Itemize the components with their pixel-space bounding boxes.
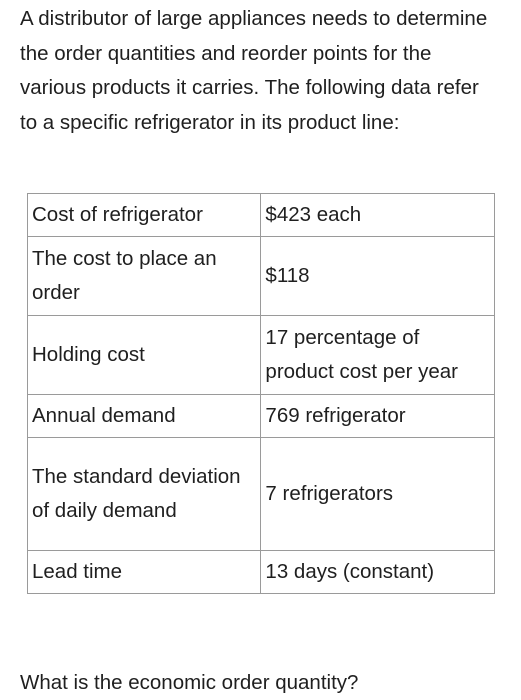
row-label: Holding cost — [26, 315, 262, 395]
table-row: Holding cost 17 percentage of product co… — [26, 315, 495, 395]
row-value: 7 refrigerators — [260, 437, 495, 551]
table-row: The standard deviation of daily demand 7… — [26, 437, 495, 551]
row-label: Annual demand — [26, 394, 262, 438]
row-value: $118 — [260, 236, 495, 316]
row-value: $423 each — [260, 193, 495, 237]
table-row: Cost of refrigerator $423 each — [26, 193, 495, 237]
table-row: Annual demand 769 refrigerator — [26, 394, 495, 438]
question-text: What is the economic order quantity? — [20, 671, 359, 694]
row-label: The cost to place an order — [26, 236, 262, 316]
table-row: The cost to place an order $118 — [26, 236, 495, 316]
row-value: 13 days (constant) — [260, 550, 495, 594]
row-value: 17 percentage of product cost per year — [260, 315, 495, 395]
data-table: Cost of refrigerator $423 each The cost … — [26, 193, 495, 594]
row-label: Cost of refrigerator — [26, 193, 262, 237]
table-row: Lead time 13 days (constant) — [26, 550, 495, 594]
row-value: 769 refrigerator — [260, 394, 495, 438]
problem-intro: A distributor of large appliances needs … — [20, 7, 488, 134]
row-label: The standard deviation of daily demand — [26, 437, 262, 551]
row-label: Lead time — [26, 550, 262, 594]
